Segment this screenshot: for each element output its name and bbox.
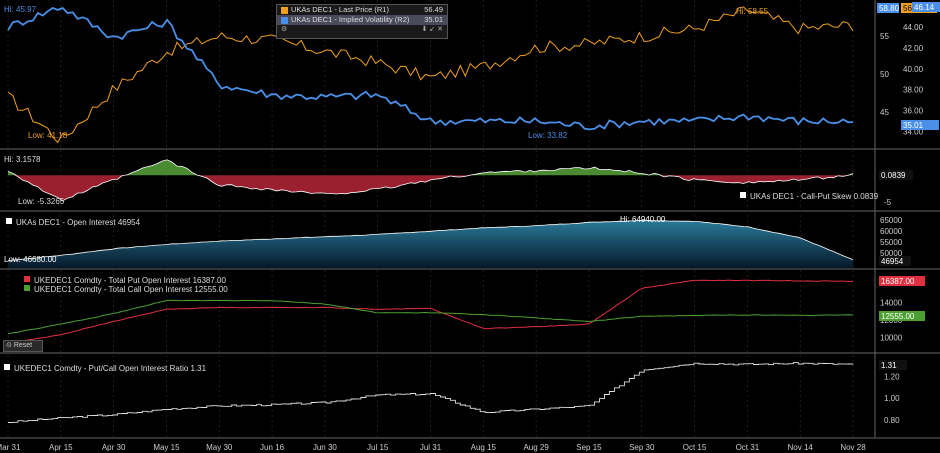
legend-window-icons[interactable]: ⬇ ↙ ✕ xyxy=(421,26,444,33)
x-tick-label: Mar 31 xyxy=(0,443,21,452)
oi-tick-label: 65000 xyxy=(880,216,903,225)
hi-blue-label: Hi: 45.97 xyxy=(4,5,37,14)
put-legend-label: UKEDEC1 Comdty - Total Put Open Interest… xyxy=(34,276,227,285)
hi-orange-label: Hi: 58.55 xyxy=(736,7,769,16)
tag-top-right-bg xyxy=(912,2,940,12)
skew-tick-label: -5 xyxy=(884,198,892,207)
oi-area xyxy=(8,220,853,268)
skew-negative-area xyxy=(8,175,853,201)
r2-tick-label: 34.00 xyxy=(903,128,924,137)
ratio-legend-label: UKEDEC1 Comdty - Put/Call Open Interest … xyxy=(14,364,207,373)
oi-tag-bg xyxy=(879,256,911,266)
legend-toolbar: ⚙ ⬇ ↙ ✕ xyxy=(277,25,447,35)
tag-top-left-bg xyxy=(877,3,899,13)
call-legend-label: UKEDEC1 Comdty - Total Call Open Interes… xyxy=(34,285,228,294)
ratio-line xyxy=(8,362,854,423)
call-legend-swatch xyxy=(24,285,30,291)
put-legend-swatch xyxy=(24,276,30,282)
ratio-tag-bg xyxy=(879,360,907,370)
r2-tick-label: 40.00 xyxy=(903,65,924,74)
x-tick-label: Oct 15 xyxy=(683,443,707,452)
r2-tick-label: 38.00 xyxy=(903,86,924,95)
x-tick-label: Sep 15 xyxy=(576,443,602,452)
legend-label: UKAs DEC1 - Last Price (R1) xyxy=(291,5,389,14)
tag-r2-bg xyxy=(901,120,939,130)
ratio-tag: 1.31 xyxy=(881,361,897,370)
oi-low-label: Low: 46680.00 xyxy=(4,255,57,264)
skew-positive-area xyxy=(8,159,853,176)
r1-tick-label: 55 xyxy=(880,32,889,41)
put-tag-bg xyxy=(879,276,925,286)
x-tick-label: Aug 29 xyxy=(523,443,549,452)
refresh-icon: ⊙ xyxy=(6,342,12,349)
reset-label: Reset xyxy=(13,342,33,349)
r2-tick-label: 42.00 xyxy=(903,44,924,53)
x-tick-label: Jun 30 xyxy=(313,443,338,452)
legend-swatch-blue xyxy=(281,16,288,24)
skew-hi-label: Hi: 3.1578 xyxy=(4,155,41,164)
low-orange-label: Low: 41.18 xyxy=(28,131,68,140)
price-vol-legend[interactable]: UKAs DEC1 - Last Price (R1) 56.49 UKAs D… xyxy=(276,4,448,39)
chart-marks xyxy=(7,6,854,423)
r1-tick-label: 45 xyxy=(880,108,889,117)
ratio-legend-swatch xyxy=(4,364,10,370)
panel-frames xyxy=(0,0,940,439)
skew-line xyxy=(7,159,854,202)
skew-legend-label: UKAs DEC1 - Call-Put Skew 0.0839 xyxy=(750,192,879,201)
skew-tag: 0.0839 xyxy=(881,171,906,180)
x-tick-label: Nov 28 xyxy=(840,443,866,452)
oi-line xyxy=(7,219,854,261)
pc-oi-tick-label: 14000 xyxy=(880,298,903,307)
x-tick-label: Jul 15 xyxy=(367,443,389,452)
r2-tick-label: 36.00 xyxy=(903,107,924,116)
r1-tick-label: 50 xyxy=(880,70,889,79)
x-tick-label: Jul 31 xyxy=(420,443,442,452)
x-tick-label: Jun 16 xyxy=(260,443,285,452)
legend-row-last-price[interactable]: UKAs DEC1 - Last Price (R1) 56.49 xyxy=(277,5,447,15)
call-oi-line xyxy=(7,299,854,335)
pc-oi-tick-label: 10000 xyxy=(880,333,903,342)
x-tick-label: Apr 30 xyxy=(102,443,126,452)
put-oi-line xyxy=(7,279,853,344)
oi-tag: 46954 xyxy=(881,257,904,266)
last-price-line xyxy=(7,6,854,144)
ratio-tick-label: 1.00 xyxy=(884,394,900,403)
reset-button[interactable]: ⊙ Reset xyxy=(3,340,43,352)
oi-tick-label: 55000 xyxy=(880,238,903,247)
tag-r2: 35.01 xyxy=(903,121,924,130)
call-tag: 12555.00 xyxy=(881,312,915,321)
oi-tick-label: 50000 xyxy=(880,249,903,258)
oi-hi-label: Hi: 64940.00 xyxy=(620,215,666,224)
tag-top-right: 46.14 xyxy=(914,3,935,12)
skew-low-label: Low: -5.3265 xyxy=(18,197,65,206)
oi-legend-swatch xyxy=(6,218,12,224)
settings-gear-icon[interactable]: ⚙ xyxy=(281,26,288,33)
ratio-tick-label: 1.20 xyxy=(884,372,900,381)
r2-tick-label: 44.00 xyxy=(903,23,924,32)
low-blue-label: Low: 33.82 xyxy=(528,131,568,140)
oi-legend-label: UKAs DEC1 - Open Interest 46954 xyxy=(16,218,141,227)
x-tick-label: Apr 15 xyxy=(49,443,73,452)
skew-legend-swatch xyxy=(740,192,746,198)
legend-swatch-orange xyxy=(281,6,288,14)
put-tag: 16387.00 xyxy=(881,277,915,286)
legend-row-implied-vol[interactable]: UKAs DEC1 - Implied Volatility (R2) 35.0… xyxy=(277,15,447,25)
call-tag-bg xyxy=(879,311,925,321)
skew-tag-bg xyxy=(879,170,913,180)
legend-value: 56.49 xyxy=(424,5,443,14)
oi-tick-label: 60000 xyxy=(880,227,903,236)
implied-vol-line xyxy=(7,6,854,131)
x-tick-label: May 30 xyxy=(206,443,233,452)
tag-top-left: 58.80 xyxy=(879,4,900,13)
x-tick-label: Oct 31 xyxy=(736,443,760,452)
legend-label: UKAs DEC1 - Implied Volatility (R2) xyxy=(291,15,410,24)
legend-value: 35.01 xyxy=(424,15,443,24)
x-tick-label: Nov 14 xyxy=(788,443,814,452)
ratio-tick-label: 0.80 xyxy=(884,416,900,425)
x-tick-label: Aug 15 xyxy=(471,443,497,452)
x-tick-label: May 15 xyxy=(153,443,180,452)
x-tick-label: Sep 30 xyxy=(629,443,655,452)
